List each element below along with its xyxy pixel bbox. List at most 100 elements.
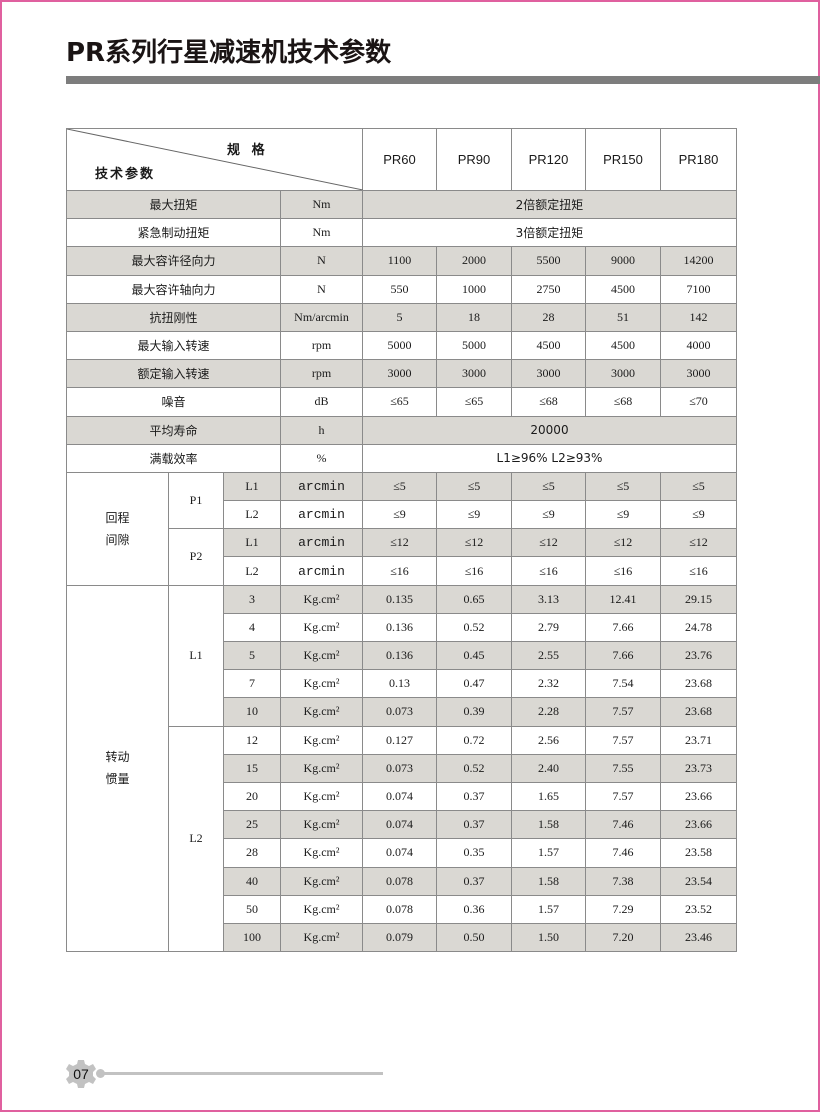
value-cell: 0.39 — [436, 697, 512, 727]
table-row: 28 Kg.cm² 0.074 0.35 1.57 7.46 23.58 — [67, 838, 737, 868]
value-cell: 23.54 — [660, 866, 737, 896]
value-cell: ≤16 — [436, 556, 512, 586]
footer-line — [100, 1072, 383, 1075]
value-cell: 18 — [436, 302, 512, 332]
table-row: 50 Kg.cm² 0.078 0.36 1.57 7.29 23.52 — [67, 894, 737, 924]
table-row: 最大容许径向力 N 1100 2000 5500 9000 14200 — [66, 246, 737, 276]
value-cell: 7.29 — [585, 894, 661, 924]
value-cell: 2.32 — [511, 669, 586, 699]
value-cell: 23.46 — [660, 922, 737, 953]
value-cell: 0.074 — [362, 838, 437, 868]
section-label-line: 间隙 — [105, 532, 130, 547]
value-cell: 23.68 — [660, 669, 737, 699]
param-label: 抗扭刚性 — [66, 302, 281, 332]
value-cell: 0.073 — [362, 697, 437, 727]
unit-cell: Kg.cm² — [280, 612, 363, 643]
value-cell: ≤5 — [362, 471, 437, 502]
unit-cell: Kg.cm² — [280, 669, 363, 699]
value-cell: 0.13 — [362, 669, 437, 699]
value-cell: 14200 — [660, 246, 737, 276]
table-row: L2 12 Kg.cm² 0.127 0.72 2.56 7.57 23.71 — [67, 725, 737, 953]
value-cell: 0.127 — [362, 725, 437, 755]
backlash-section-label: 回程 间隙 — [66, 471, 169, 586]
value-cell: ≤70 — [660, 387, 737, 417]
param-label: 最大输入转速 — [66, 330, 281, 361]
value-cell: 0.37 — [436, 810, 512, 840]
unit-cell: Nm — [280, 189, 363, 220]
value-cell: ≤5 — [660, 471, 737, 502]
stage-cell: 7 — [223, 669, 281, 699]
value-cell: 0.074 — [362, 781, 437, 812]
value-cell: 0.073 — [362, 753, 437, 783]
unit-cell: Kg.cm² — [280, 866, 363, 896]
spec-label: 规 格 — [227, 142, 269, 157]
value-cell: ≤16 — [511, 556, 586, 586]
stage-cell: 100 — [223, 922, 281, 953]
value-cell: 9000 — [585, 246, 661, 276]
param-label: 技术参数 — [95, 166, 156, 181]
stage-cell: 5 — [223, 640, 281, 671]
stage-cell: 20 — [223, 781, 281, 812]
value-cell: 23.52 — [660, 894, 737, 924]
stage-cell: 50 — [223, 894, 281, 924]
unit-cell: Kg.cm² — [280, 838, 363, 868]
stage-cell: L1 — [223, 528, 281, 558]
value-cell: 0.52 — [436, 753, 512, 783]
unit-cell: Kg.cm² — [280, 697, 363, 727]
spec-table: 规 格 技术参数 PR60 PR90 PR120 PR150 PR180 最大扭… — [66, 128, 737, 953]
unit-cell: Kg.cm² — [280, 584, 363, 614]
unit-cell: dB — [280, 387, 363, 417]
merged-value-cell: 2倍额定扭矩 — [362, 189, 737, 220]
value-cell: 1100 — [362, 246, 437, 276]
value-cell: 2.55 — [511, 640, 586, 671]
unit-cell: Kg.cm² — [280, 922, 363, 953]
value-cell: ≤68 — [585, 387, 661, 417]
value-cell: 2750 — [511, 274, 586, 304]
unit-cell: Kg.cm² — [280, 753, 363, 783]
value-cell: 0.65 — [436, 584, 512, 614]
unit-cell: N — [280, 246, 363, 276]
table-row: 5 Kg.cm² 0.136 0.45 2.55 7.66 23.76 — [67, 640, 737, 671]
param-label: 最大容许径向力 — [66, 246, 281, 276]
value-cell: 7100 — [660, 274, 737, 304]
value-cell: 5500 — [511, 246, 586, 276]
param-label: 最大扭矩 — [66, 189, 281, 220]
value-cell: ≤65 — [362, 387, 437, 417]
value-cell: 1.57 — [511, 894, 586, 924]
param-label: 噪音 — [66, 387, 281, 417]
value-cell: 7.57 — [585, 725, 661, 755]
value-cell: 0.074 — [362, 810, 437, 840]
param-label: 紧急制动扭矩 — [66, 218, 281, 248]
value-cell: 29.15 — [660, 584, 737, 614]
table-row: P2 L1 arcmin ≤12 ≤12 ≤12 ≤12 ≤12 — [67, 528, 737, 586]
value-cell: 4000 — [660, 330, 737, 361]
unit-cell: arcmin — [280, 528, 363, 558]
stage-cell: 3 — [223, 584, 281, 614]
table-row: 最大容许轴向力 N 550 1000 2750 4500 7100 — [66, 274, 737, 304]
value-cell: ≤9 — [362, 500, 437, 530]
unit-cell: h — [280, 415, 363, 445]
value-cell: 0.50 — [436, 922, 512, 953]
group-label: P2 — [168, 528, 224, 586]
merged-value-cell: 20000 — [362, 415, 737, 445]
merged-value-cell: 3倍额定扭矩 — [362, 218, 737, 248]
value-cell: ≤9 — [511, 500, 586, 530]
table-row: 回程 间隙 P1 L1 arcmin ≤5 ≤5 ≤5 ≤5 ≤5 — [66, 471, 737, 586]
gear-icon — [66, 1060, 96, 1088]
value-cell: 28 — [511, 302, 586, 332]
group-label: L2 — [168, 725, 224, 953]
unit-cell: % — [280, 443, 363, 473]
value-cell: 0.079 — [362, 922, 437, 953]
stage-cell: L1 — [223, 471, 281, 502]
value-cell: ≤5 — [585, 471, 661, 502]
param-label: 额定输入转速 — [66, 359, 281, 389]
stage-cell: 40 — [223, 866, 281, 896]
table-row: 转动 惯量 L1 3 Kg.cm² 0.135 0.65 3.13 12.41 29.15 — [66, 584, 737, 953]
value-cell: 0.52 — [436, 612, 512, 643]
unit-cell: Kg.cm² — [280, 781, 363, 812]
value-cell: ≤9 — [660, 500, 737, 530]
value-cell: 2000 — [436, 246, 512, 276]
section-label-line: 回程 — [105, 510, 130, 525]
value-cell: 0.078 — [362, 894, 437, 924]
